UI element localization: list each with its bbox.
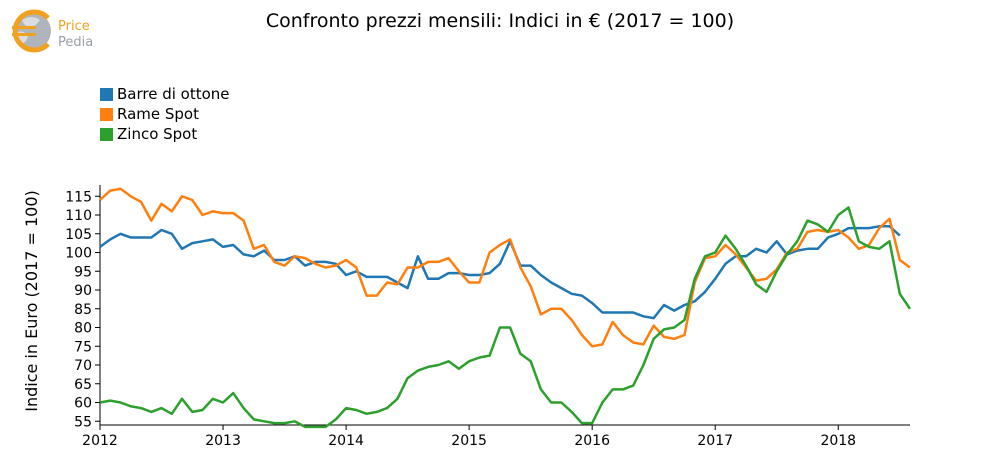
legend: Barre di ottone Rame Spot Zinco Spot <box>100 84 230 144</box>
x-tick-label: 2013 <box>205 433 241 449</box>
legend-swatch <box>100 107 113 121</box>
y-tick-label: 60 <box>74 396 92 412</box>
legend-item[interactable]: Rame Spot <box>100 104 230 124</box>
y-tick-label: 65 <box>74 377 92 393</box>
series-line-zinco-spot <box>99 206 912 429</box>
y-tick-label: 80 <box>74 321 92 337</box>
y-tick-label: 55 <box>74 414 92 430</box>
logo-text-pedia: Pedia <box>58 35 93 50</box>
x-tick-label: 2015 <box>451 433 487 449</box>
y-axis-label: Indice in Euro (2017 = 100) <box>22 190 41 412</box>
legend-label: Zinco Spot <box>117 125 198 143</box>
legend-swatch <box>100 87 113 101</box>
y-tick-label: 90 <box>74 283 92 299</box>
y-tick-label: 85 <box>74 302 92 318</box>
legend-item[interactable]: Barre di ottone <box>100 84 230 104</box>
x-tick-label: 2018 <box>820 433 856 449</box>
pricepedia-logo: Price Pedia <box>12 9 93 53</box>
y-tick-label: 100 <box>65 246 92 262</box>
y-tick-label: 110 <box>65 208 92 224</box>
y-tick-label: 95 <box>74 264 92 280</box>
x-tick-label: 2012 <box>82 433 118 449</box>
series-line-rame-spot <box>99 187 911 348</box>
chart-title: Confronto prezzi mensili: Indici in € (2… <box>265 10 735 32</box>
legend-swatch <box>100 127 113 141</box>
x-tick-label: 2017 <box>697 433 733 449</box>
y-tick-label: 105 <box>65 227 92 243</box>
series-line-barre-di-ottone <box>99 225 901 320</box>
x-tick-label: 2016 <box>574 433 610 449</box>
legend-label: Rame Spot <box>117 105 199 123</box>
y-tick-label: 115 <box>65 189 92 205</box>
legend-item[interactable]: Zinco Spot <box>100 124 230 144</box>
legend-label: Barre di ottone <box>117 85 230 103</box>
x-tick-label: 2014 <box>328 433 364 449</box>
y-tick-label: 70 <box>74 358 92 374</box>
logo-text-price: Price <box>58 19 90 34</box>
y-tick-label: 75 <box>74 339 92 355</box>
